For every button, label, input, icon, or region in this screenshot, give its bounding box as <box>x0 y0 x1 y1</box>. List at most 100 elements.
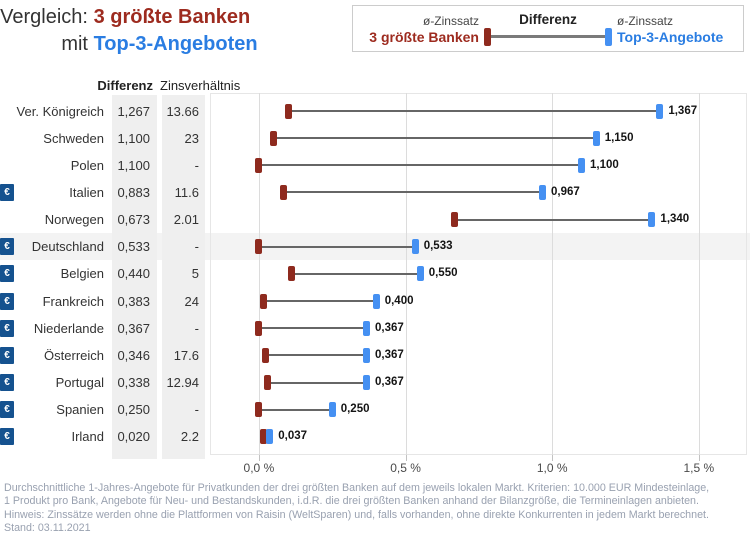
euro-icon: € <box>0 374 14 391</box>
zinsverhaeltnis-value: 12.94 <box>166 375 199 390</box>
euro-icon: € <box>0 292 14 310</box>
zinsverhaeltnis-value: - <box>194 320 199 336</box>
top3-value-label: 1,340 <box>660 213 690 226</box>
title-line-1: Vergleich: 3 größte Banken <box>0 4 258 31</box>
footnote-line: Durchschnittliche 1-Jahres-Angebote für … <box>4 482 710 494</box>
dumbbell-line <box>265 354 367 357</box>
top3-marker <box>363 347 371 363</box>
differenz-value: 1,267 <box>117 103 150 119</box>
euro-icon: € <box>0 428 14 446</box>
top3-value-label: 0,550 <box>428 267 458 280</box>
zinsverhaeltnis-value: 2.01 <box>173 212 199 228</box>
axis-tick-label: 1,0 % <box>536 461 568 475</box>
plot-area <box>210 93 747 455</box>
country-label: Frankreich <box>42 293 104 309</box>
country-label: Belgien <box>60 266 104 282</box>
zinsverhaeltnis-value: 13.66 <box>166 103 199 119</box>
zinsverhaeltnis-value: - <box>194 157 199 173</box>
top3-value-label: 1,150 <box>604 131 634 144</box>
zinsverhaeltnis-value: 23 <box>184 130 199 146</box>
title-prefix-2: mit <box>61 33 88 55</box>
page-title: Vergleich: 3 größte Banken mit Top-3-Ang… <box>0 4 258 58</box>
axis-tick <box>552 455 554 461</box>
differenz-value: 0,440 <box>117 266 150 282</box>
legend-top3-caption: ø-Zinssatz <box>617 13 674 28</box>
top3-value-label: 0,967 <box>551 185 580 198</box>
gridline <box>552 93 554 455</box>
zinsverhaeltnis-value: 5 <box>191 266 199 282</box>
zinsverhaeltnis-value: - <box>194 402 199 418</box>
top3-value-label: 1,367 <box>668 104 698 117</box>
top3-marker <box>592 130 600 146</box>
differenz-value: 0,883 <box>117 184 150 200</box>
axis-tick <box>698 455 700 461</box>
country-label: Portugal <box>55 375 104 390</box>
banks-marker <box>451 212 459 228</box>
top3-marker <box>372 293 380 309</box>
top3-value-label: 1,100 <box>590 158 619 171</box>
axis-tick-label: 1,5 % <box>683 461 715 475</box>
top3-marker <box>266 429 274 445</box>
top3-marker <box>363 320 371 336</box>
banks-marker <box>284 103 292 119</box>
title-prefix-1: Vergleich: <box>0 6 88 28</box>
country-label: Italien <box>69 184 104 200</box>
differenz-column-stripe <box>112 95 157 459</box>
top3-value-label: 0,037 <box>278 430 308 443</box>
footnote: Durchschnittliche 1-Jahres-Angebote für … <box>4 482 709 536</box>
euro-icon: € <box>0 346 14 364</box>
legend-dumbbell-sample <box>484 27 612 46</box>
top3-value-label: 0,367 <box>375 348 404 361</box>
dumbbell-line <box>258 408 333 411</box>
banks-marker <box>260 429 268 445</box>
legend-differenz-label: Differenz <box>519 11 577 27</box>
zinsverhaeltnis-column-stripe <box>162 95 205 459</box>
differenz-value: 0,346 <box>117 347 150 363</box>
top3-marker <box>328 402 336 418</box>
top3-value-label: 0,250 <box>340 403 370 416</box>
differenz-value: 0,020 <box>117 429 150 445</box>
legend-banks-block: ø-Zinssatz 3 größte Banken <box>361 13 479 45</box>
dumbbell-line <box>291 272 421 275</box>
differenz-value: 0,673 <box>117 212 150 228</box>
title-banks-highlight: 3 größte Banken <box>93 6 251 28</box>
zinsverhaeltnis-value: 24 <box>184 293 199 309</box>
axis-tick-label: 0,0 % <box>243 461 275 475</box>
country-label: Polen <box>70 157 104 173</box>
differenz-value: 0,250 <box>117 402 150 418</box>
dumbbell-line <box>273 137 597 140</box>
dumbbell-line <box>454 218 652 221</box>
top3-marker <box>539 184 547 200</box>
top3-value-label: 0,367 <box>375 376 404 388</box>
dumbbell-line <box>258 327 367 330</box>
banks-marker <box>255 157 263 173</box>
title-line-2: mit Top-3-Angeboten <box>0 31 258 58</box>
top3-marker <box>648 212 656 228</box>
dumbbell-line <box>263 300 377 303</box>
country-label: Schweden <box>43 130 104 146</box>
banks-marker <box>263 375 271 390</box>
dumbbell-line <box>258 164 582 167</box>
footnote-line: Stand: 03.11.2021 <box>4 522 91 535</box>
euro-icon: € <box>0 401 14 419</box>
axis-tick <box>405 455 407 461</box>
title-top3-highlight: Top-3-Angeboten <box>93 33 258 55</box>
top3-value-label: 0,400 <box>384 294 414 307</box>
zinsverhaeltnis-value: 17.6 <box>173 347 199 363</box>
country-label: Norwegen <box>44 212 104 228</box>
axis-tick-label: 0,5 % <box>390 461 421 475</box>
country-label: Irland <box>71 429 104 445</box>
top3-value-label: 0,367 <box>375 321 404 334</box>
banks-marker <box>255 402 263 418</box>
country-label: Deutschland <box>31 239 104 255</box>
top3-marker <box>656 103 664 119</box>
zinsverhaeltnis-value: 2.2 <box>180 429 199 445</box>
dumbbell-line <box>267 381 367 384</box>
country-label: Spanien <box>56 402 104 418</box>
euro-icon: € <box>0 238 14 256</box>
differenz-value: 0,383 <box>117 293 150 309</box>
banks-marker <box>279 184 287 200</box>
banks-marker <box>255 239 263 255</box>
top3-marker <box>363 375 371 390</box>
